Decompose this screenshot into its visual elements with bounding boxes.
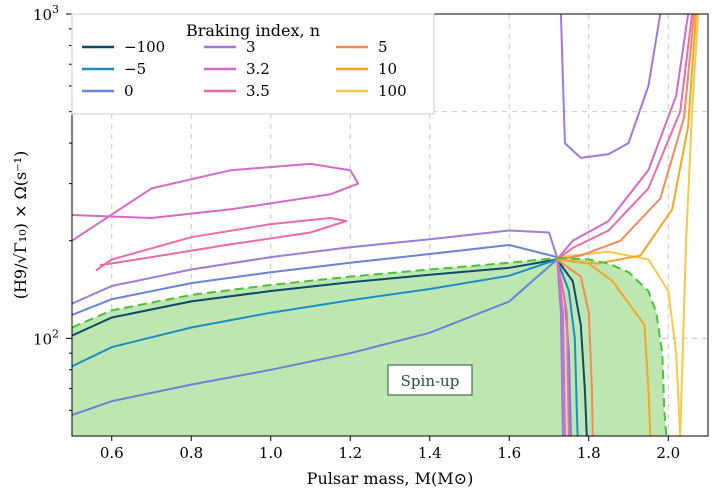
series-lines xyxy=(72,14,700,436)
x-tick-label: 0.8 xyxy=(179,444,203,462)
legend-label: 10 xyxy=(378,60,397,78)
spin-up-boundary-left xyxy=(72,256,558,329)
upper-right-curve-3 xyxy=(556,14,698,265)
series-line-n-5-right xyxy=(556,258,594,436)
series-line-n-minus-5-left xyxy=(72,258,558,368)
upper-right-curve-0 xyxy=(556,14,690,261)
legend-label: 3.2 xyxy=(246,60,270,78)
series-line-n-minus-100-left xyxy=(72,258,558,337)
spin-up-annotation: Spin-up xyxy=(387,364,473,396)
x-tick-label: 1.4 xyxy=(418,444,442,462)
upper-right-curve-4 xyxy=(679,14,700,436)
series-line-n-3-top xyxy=(559,14,662,159)
y-tick-label: 102 xyxy=(33,327,59,348)
series-line-n-100-right xyxy=(556,250,682,436)
legend-title: Braking index, n xyxy=(186,21,320,40)
x-axis-label: Pulsar mass, M(M⊙) xyxy=(307,469,474,488)
legend-label: 0 xyxy=(124,82,134,100)
legend-label: 3 xyxy=(246,38,256,56)
series-line-n-3-5-loop xyxy=(95,217,348,272)
x-tick-label: 1.6 xyxy=(497,444,521,462)
x-tick-label: 0.6 xyxy=(100,444,124,462)
x-tick-label: 2.0 xyxy=(656,444,680,462)
series-line-n-minus-100-right xyxy=(556,258,588,436)
x-tick-label: 1.2 xyxy=(338,444,362,462)
upper-right-curve-1 xyxy=(556,14,694,261)
legend-label: 3.5 xyxy=(246,82,270,100)
upper-right-curve-2 xyxy=(556,14,696,261)
spin-up-region xyxy=(72,257,667,436)
legend-box xyxy=(71,13,435,115)
series-line-n-3-2-loop xyxy=(72,162,360,242)
spin-up-boundary-right xyxy=(556,256,668,436)
legend: Braking index, n −100 −5 0 3 3.2 3.5 5 10 100 xyxy=(71,13,435,115)
series-line-n-minus-5-right xyxy=(556,259,579,436)
y-axis-label: (H9/√Γ₁₀) × Ω(s⁻¹) xyxy=(11,151,30,300)
series-line-n-3-left xyxy=(72,229,558,305)
legend-label: −5 xyxy=(124,60,146,78)
spin-up-fill xyxy=(72,257,667,436)
series-line-n-3-2-right xyxy=(556,259,566,436)
legend-label: 100 xyxy=(378,82,407,100)
legend-label: −100 xyxy=(124,38,165,56)
series-line-n-0-left xyxy=(72,258,558,417)
spin-up-box xyxy=(387,364,473,396)
spin-up-label: Spin-up xyxy=(401,372,460,390)
legend-label: 5 xyxy=(378,38,388,56)
x-tick-label: 1.0 xyxy=(259,444,283,462)
y-tick-label: 103 xyxy=(33,3,59,24)
series-line-n-0-upper xyxy=(72,244,558,316)
series-line-n-3-5-right xyxy=(556,259,570,436)
x-tick-label: 1.8 xyxy=(577,444,601,462)
